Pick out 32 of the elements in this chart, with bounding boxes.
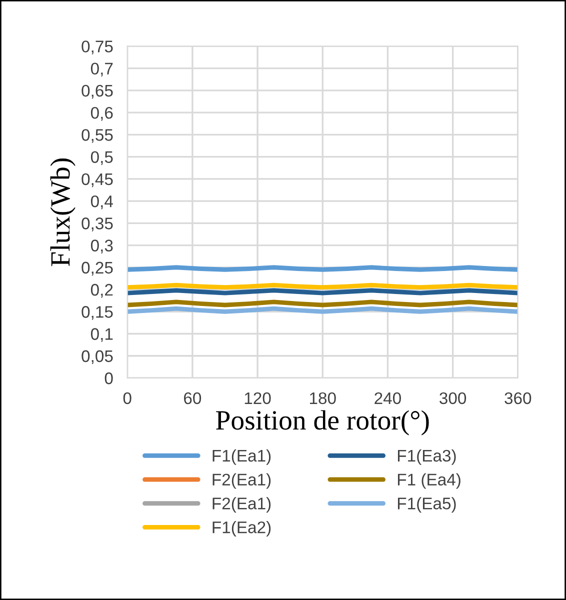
y-tick-label: 0,15 bbox=[82, 306, 113, 320]
y-tick-label: 0,35 bbox=[82, 218, 113, 232]
y-tick-label: 0,45 bbox=[82, 173, 113, 188]
y-tick-label: 0,2 bbox=[90, 284, 113, 298]
legend-label: F1(Ea5) bbox=[398, 497, 456, 513]
x-tick-label: 60 bbox=[184, 392, 202, 404]
y-tick-label: 0,25 bbox=[82, 262, 113, 276]
y-tick-label: 0,5 bbox=[90, 151, 113, 165]
y-tick-label: 0 bbox=[104, 372, 113, 384]
x-tick-label: 360 bbox=[504, 392, 532, 404]
x-tick-label: 0 bbox=[123, 392, 132, 404]
legend-label: F2(Ea1) bbox=[212, 497, 271, 513]
legend-label: F1(Ea1) bbox=[212, 449, 271, 465]
y-tick-label: 0,4 bbox=[90, 195, 113, 210]
y-tick-label: 0,6 bbox=[90, 106, 113, 121]
y-axis-title: Flux(Wb) bbox=[50, 158, 76, 266]
legend-label: F2(Ea1) bbox=[212, 473, 271, 489]
x-tick-label: 300 bbox=[440, 392, 466, 404]
y-tick-label: 0,65 bbox=[82, 84, 113, 99]
x-tick-label: 240 bbox=[374, 392, 401, 404]
y-tick-label: 0,3 bbox=[90, 240, 113, 254]
y-tick-label: 0,55 bbox=[82, 129, 113, 143]
x-axis-title: Position de rotor(°) bbox=[216, 410, 429, 436]
y-tick-label: 0,1 bbox=[90, 328, 113, 342]
legend-label: F1(Ea3) bbox=[398, 449, 456, 465]
y-tick-label: 0,05 bbox=[82, 350, 113, 364]
legend-label: F1(Ea2) bbox=[212, 521, 271, 537]
x-tick-label: 180 bbox=[310, 392, 336, 404]
x-tick-label: 120 bbox=[244, 392, 271, 404]
y-tick-label: 0,75 bbox=[82, 40, 113, 54]
legend-label: F1 (Ea4) bbox=[398, 473, 460, 489]
y-tick-label: 0,7 bbox=[90, 62, 113, 76]
